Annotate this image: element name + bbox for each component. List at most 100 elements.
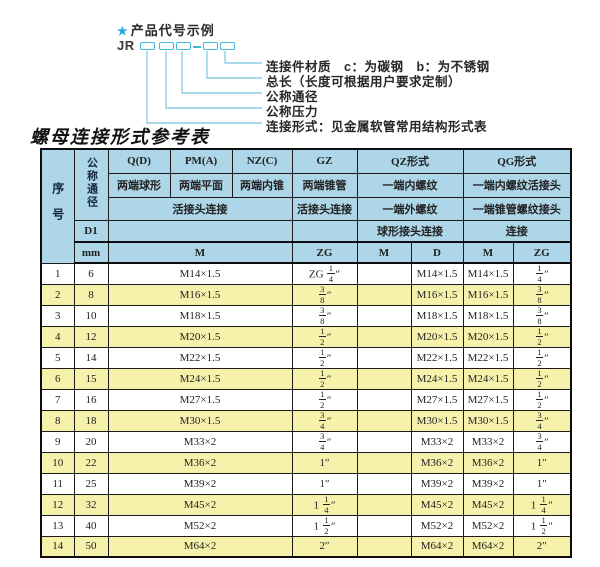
dn-cell: 8 (73, 283, 109, 306)
qg-m-cell: M52×2 (462, 514, 514, 537)
table-row: 6 15 M24×1.5 1 2 ″ M24×1.5 M24×1.5 1 2 ″ (40, 367, 572, 390)
header-col-nz: NZ(C) (231, 148, 293, 174)
dn-cell: 15 (73, 367, 109, 390)
qz-d-cell: M16×1.5 (410, 283, 464, 306)
diagram-label-connection: 连接形式：见金属软管常用结构形式表 (266, 120, 488, 134)
qg-zg-cell: 1″ (512, 472, 572, 495)
header-dn: 公称通径 (73, 148, 109, 221)
header-col-q: Q(D) (107, 148, 171, 174)
qg-m-cell: M16×1.5 (462, 283, 514, 306)
dn-cell: 18 (73, 409, 109, 432)
qg-zg-cell: 1 4 ″ (512, 262, 572, 285)
header-nz-desc: 两端内锥 (231, 172, 293, 198)
seq-cell: 9 (40, 430, 75, 453)
table-row: 10 22 M36×2 1″ M36×2 M36×2 1″ (40, 451, 572, 474)
qz-m-cell (356, 409, 412, 432)
seq-cell: 6 (40, 367, 75, 390)
dn-cell: 14 (73, 346, 109, 369)
header-mm: mm (73, 241, 109, 264)
qg-zg-cell: 3 8 ″ (512, 283, 572, 306)
header-d1: D1 (73, 219, 109, 243)
qz-m-cell (356, 472, 412, 495)
qz-m-cell (356, 388, 412, 411)
table-body: 1 6 M14×1.5 ZG 1 4 ″ M14×1.5 M14×1.5 1 4 ″ 2 8 M16×1.… (40, 262, 572, 558)
header-union-conn: 活接头连接 (107, 196, 293, 221)
seq-cell: 11 (40, 472, 75, 495)
header-qz-desc2: 一端外螺纹 (356, 196, 464, 221)
table-row: 13 40 M52×2 1 1 2 ″ M52×2 M52×2 1 1 2 ″ (40, 514, 572, 537)
header-m-qz: M (356, 241, 412, 264)
gz-zg-cell: 2″ (291, 535, 358, 558)
seq-cell: 7 (40, 388, 75, 411)
seq-cell: 13 (40, 514, 75, 537)
table-row: 4 12 M20×1.5 1 2 ″ M20×1.5 M20×1.5 1 2 ″ (40, 325, 572, 348)
qg-zg-cell: 2″ (512, 535, 572, 558)
seq-cell: 12 (40, 493, 75, 516)
qz-m-cell (356, 283, 412, 306)
header-col-gz: GZ (291, 148, 358, 174)
header-qg-desc2: 一端锥管螺纹接头 (462, 196, 572, 221)
qg-m-cell: M45×2 (462, 493, 514, 516)
header-col-qz: QZ形式 (356, 148, 464, 174)
header-gz-desc: 两端锥管 (291, 172, 358, 198)
qz-d-cell: M30×1.5 (410, 409, 464, 432)
table-title: 螺母连接形式参考表 (30, 127, 210, 148)
seq-cell: 5 (40, 346, 75, 369)
qz-m-cell (356, 514, 412, 537)
dn-cell: 22 (73, 451, 109, 474)
qg-zg-cell: 1 2 ″ (512, 388, 572, 411)
gz-zg-cell: ZG 1 4 ″ (291, 262, 358, 285)
diagram-label-diameter: 公称通径 (266, 90, 319, 104)
product-code-diagram: ★ 产品代号示例 JR 连接件材质 c：为碳钢 b：为不锈钢 总长（长度可根据用户… (0, 0, 600, 148)
qz-m-cell (356, 535, 412, 558)
header-seq: 序号 (40, 148, 75, 264)
qz-d-cell: M39×2 (410, 472, 464, 495)
qz-d-cell: M24×1.5 (410, 367, 464, 390)
seq-cell: 14 (40, 535, 75, 558)
seq-cell: 10 (40, 451, 75, 474)
header-col-qg: QG形式 (462, 148, 572, 174)
table-row: 14 50 M64×2 2″ M64×2 M64×2 2″ (40, 535, 572, 558)
qz-m-cell (356, 346, 412, 369)
gz-zg-cell: 1″ (291, 451, 358, 474)
table-row: 9 20 M33×2 3 4 ″ M33×2 M33×2 3 4 ″ (40, 430, 572, 453)
code-box-4 (203, 42, 218, 50)
dn-cell: 12 (73, 325, 109, 348)
qg-m-cell: M33×2 (462, 430, 514, 453)
qz-d-cell: M22×1.5 (410, 346, 464, 369)
header-qg-desc1: 一端内螺纹活接头 (462, 172, 572, 198)
qg-m-cell: M22×1.5 (462, 346, 514, 369)
m-cell: M36×2 (107, 451, 293, 474)
m-cell: M14×1.5 (107, 262, 293, 285)
qz-m-cell (356, 493, 412, 516)
table-row: 12 32 M45×2 1 1 4 ″ M45×2 M45×2 1 1 4 ″ (40, 493, 572, 516)
gz-zg-cell: 1 2 ″ (291, 325, 358, 348)
reference-table: 序号 公称通径 Q(D) PM(A) NZ(C) GZ QZ形式 QG形式 两端… (40, 148, 572, 558)
dn-cell: 50 (73, 535, 109, 558)
dn-cell: 6 (73, 262, 109, 285)
code-box-3 (176, 42, 191, 50)
table-row: 8 18 M30×1.5 3 4 ″ M30×1.5 M30×1.5 3 4 ″ (40, 409, 572, 432)
qg-zg-cell: 3 4 ″ (512, 430, 572, 453)
header-q-desc: 两端球形 (107, 172, 171, 198)
qg-m-cell: M64×2 (462, 535, 514, 558)
qg-zg-cell: 1 2 ″ (512, 325, 572, 348)
table-header: 序号 公称通径 Q(D) PM(A) NZ(C) GZ QZ形式 QG形式 两端… (40, 148, 572, 264)
dn-cell: 16 (73, 388, 109, 411)
m-cell: M27×1.5 (107, 388, 293, 411)
header-col-pm: PM(A) (169, 148, 233, 174)
header-dn-label: 公称通径 (85, 157, 98, 210)
qz-m-cell (356, 262, 412, 285)
diagram-label-pressure: 公称压力 (266, 105, 319, 119)
diagram-label-length: 总长（长度可根据用户要求定制） (266, 75, 462, 89)
diagram-heading: ★ 产品代号示例 (117, 20, 215, 39)
table-row: 5 14 M22×1.5 1 2 ″ M22×1.5 M22×1.5 1 2 ″ (40, 346, 572, 369)
m-cell: M18×1.5 (107, 304, 293, 327)
gz-zg-cell: 1 2 ″ (291, 388, 358, 411)
dn-cell: 25 (73, 472, 109, 495)
gz-zg-cell: 1 2 ″ (291, 367, 358, 390)
gz-zg-cell: 1 1 4 ″ (291, 493, 358, 516)
seq-cell: 1 (40, 262, 75, 285)
m-cell: M20×1.5 (107, 325, 293, 348)
qg-zg-cell: 1 2 ″ (512, 367, 572, 390)
